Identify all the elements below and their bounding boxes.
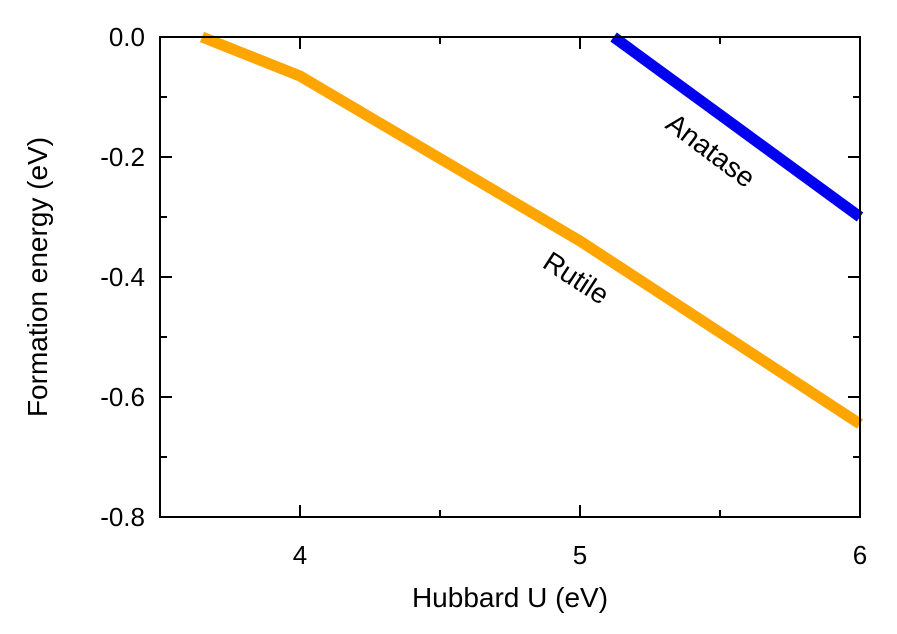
y-tick-label: 0.0 (109, 22, 145, 52)
tick-labels: 0.0 -0.2 -0.4 -0.6 -0.8 4 5 6 (100, 22, 867, 570)
y-tick-label: -0.2 (100, 142, 145, 172)
x-axis-label: Hubbard U (eV) (412, 582, 608, 613)
y-axis-label: Formation energy (eV) (22, 137, 53, 417)
plot-frame (159, 36, 861, 518)
axis-ticks (160, 36, 861, 518)
x-tick-label: 5 (573, 540, 587, 570)
x-tick-label: 4 (293, 540, 307, 570)
y-tick-label: -0.8 (100, 502, 145, 532)
series-line-anatase (610, 32, 864, 222)
series-label-anatase: Anatase (660, 107, 761, 194)
series-line-rutile (199, 31, 864, 429)
y-tick-label: -0.4 (100, 262, 145, 292)
series-lines (199, 31, 864, 429)
y-tick-label: -0.6 (100, 382, 145, 412)
x-tick-label: 6 (853, 540, 867, 570)
